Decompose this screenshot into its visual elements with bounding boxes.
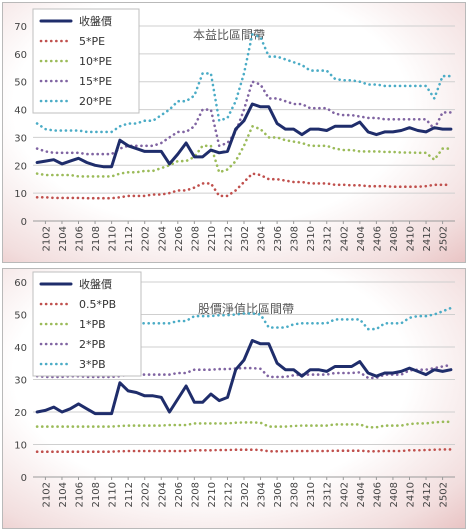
x-tick-label: 2208 [190,482,201,507]
x-tick-label: 2408 [389,482,400,507]
x-tick-label: 2410 [405,482,416,507]
legend-label: 20*PE [79,95,112,108]
x-tick-label: 2208 [190,226,201,251]
y-tick-label: 50 [14,311,27,322]
x-tick-label: 2402 [339,482,350,507]
legend-label: 3*PB [79,358,106,371]
y-tick-label: 0 [21,217,27,228]
x-tick-label: 2308 [290,482,301,507]
x-tick-label: 2210 [207,482,218,507]
x-tick-label: 2404 [356,226,367,251]
y-tick-label: 20 [14,161,27,172]
x-tick-label: 2212 [223,226,234,251]
x-tick-label: 2108 [91,226,102,251]
y-tick-label: 0 [21,473,27,484]
y-tick-label: 60 [14,50,27,61]
x-tick-label: 2406 [372,482,383,507]
y-tick-label: 30 [14,133,27,144]
x-tick-label: 2106 [75,226,86,251]
x-tick-label: 2206 [174,226,185,251]
x-tick-label: 2106 [75,482,86,507]
pe-band-chart-svg: 本益比區間帶 0 10 20 30 40 50 60 70 2102 2104 2106 2108 21… [14,8,455,251]
legend-label: 1*PB [79,318,106,331]
x-tick-label: 2108 [91,482,102,507]
x-tick-label: 2110 [108,482,119,507]
y-tick-label: 40 [14,343,27,354]
x-tick-label: 2304 [257,226,268,251]
legend-label: 2*PB [79,338,106,351]
series-line-2 [35,420,453,429]
x-tick-label: 2212 [223,482,234,507]
x-tick-label: 2104 [58,226,69,251]
series-line-3 [35,363,453,380]
x-tick-label: 2302 [240,482,251,507]
x-tick-label: 2410 [405,226,416,251]
legend-label: 10*PE [79,55,112,68]
x-tick-label: 2308 [290,226,301,251]
y-tick-label: 40 [14,106,27,117]
chart-title: 股價淨值比區間帶 [198,301,294,316]
x-tick-label: 2210 [207,226,218,251]
y-tick-label: 10 [14,189,27,200]
x-tick-label: 2306 [273,482,284,507]
legend-label: 收盤價 [79,277,112,291]
legend-label: 0.5*PB [79,298,116,311]
legend-label: 5*PE [79,35,105,48]
x-tick-label: 2202 [141,226,152,251]
series-line-0 [35,339,453,416]
series-line-2 [35,125,453,178]
legend-label: 收盤價 [79,14,112,28]
x-tick-label: 2310 [306,482,317,507]
x-tick-label: 2202 [141,482,152,507]
y-tick-label: 20 [14,408,27,419]
x-tick-label: 2110 [108,226,119,251]
x-tick-label: 2412 [422,226,433,251]
series-line-1 [35,172,453,200]
x-tick-label: 2404 [356,482,367,507]
pe-band-chart: 本益比區間帶 0 10 20 30 40 50 60 70 2102 2104 2106 2108 21… [2,2,466,263]
series-line-1 [35,448,453,453]
x-tick-label: 2412 [422,482,433,507]
x-tick-label: 2406 [372,226,383,251]
x-tick-label: 2102 [41,482,52,507]
x-tick-label: 2302 [240,226,251,251]
series-line-4 [35,33,453,134]
x-tick-label: 2112 [124,482,135,507]
y-tick-label: 10 [14,441,27,452]
x-tick-label: 2312 [323,226,334,251]
series-line-0 [35,102,453,169]
legend: 收盤價 0.5*PB 1*PB 2*PB 3*PB [32,271,142,377]
x-tick-label: 2112 [124,226,135,251]
series-line-4 [35,306,453,331]
x-tick-label: 2502 [439,226,450,251]
x-tick-label: 2102 [41,226,52,251]
y-tick-label: 30 [14,376,27,387]
legend-label: 15*PE [79,75,112,88]
y-tick-label: 70 [14,22,27,33]
x-tick-label: 2206 [174,482,185,507]
x-tick-label: 2306 [273,226,284,251]
chart-title: 本益比區間帶 [193,28,265,42]
series-line-3 [35,80,453,156]
x-tick-label: 2408 [389,226,400,251]
pb-band-chart-svg: 股價淨值比區間帶 0 10 20 30 40 50 60 2102 2104 2106 2108 21… [14,271,455,507]
pb-band-chart: 股價淨值比區間帶 0 10 20 30 40 50 60 2102 2104 2106 2108 21… [2,268,466,529]
x-tick-label: 2204 [157,482,168,507]
x-tick-label: 2402 [339,226,350,251]
y-tick-label: 60 [14,278,27,289]
x-tick-label: 2310 [306,226,317,251]
x-tick-label: 2204 [157,226,168,251]
x-tick-label: 2104 [58,482,69,507]
x-tick-label: 2312 [323,482,334,507]
x-tick-label: 2304 [257,482,268,507]
y-tick-label: 50 [14,78,27,89]
legend: 收盤價 5*PE 10*PE 15*PE 20*PE [32,8,140,114]
x-tick-label: 2502 [439,482,450,507]
